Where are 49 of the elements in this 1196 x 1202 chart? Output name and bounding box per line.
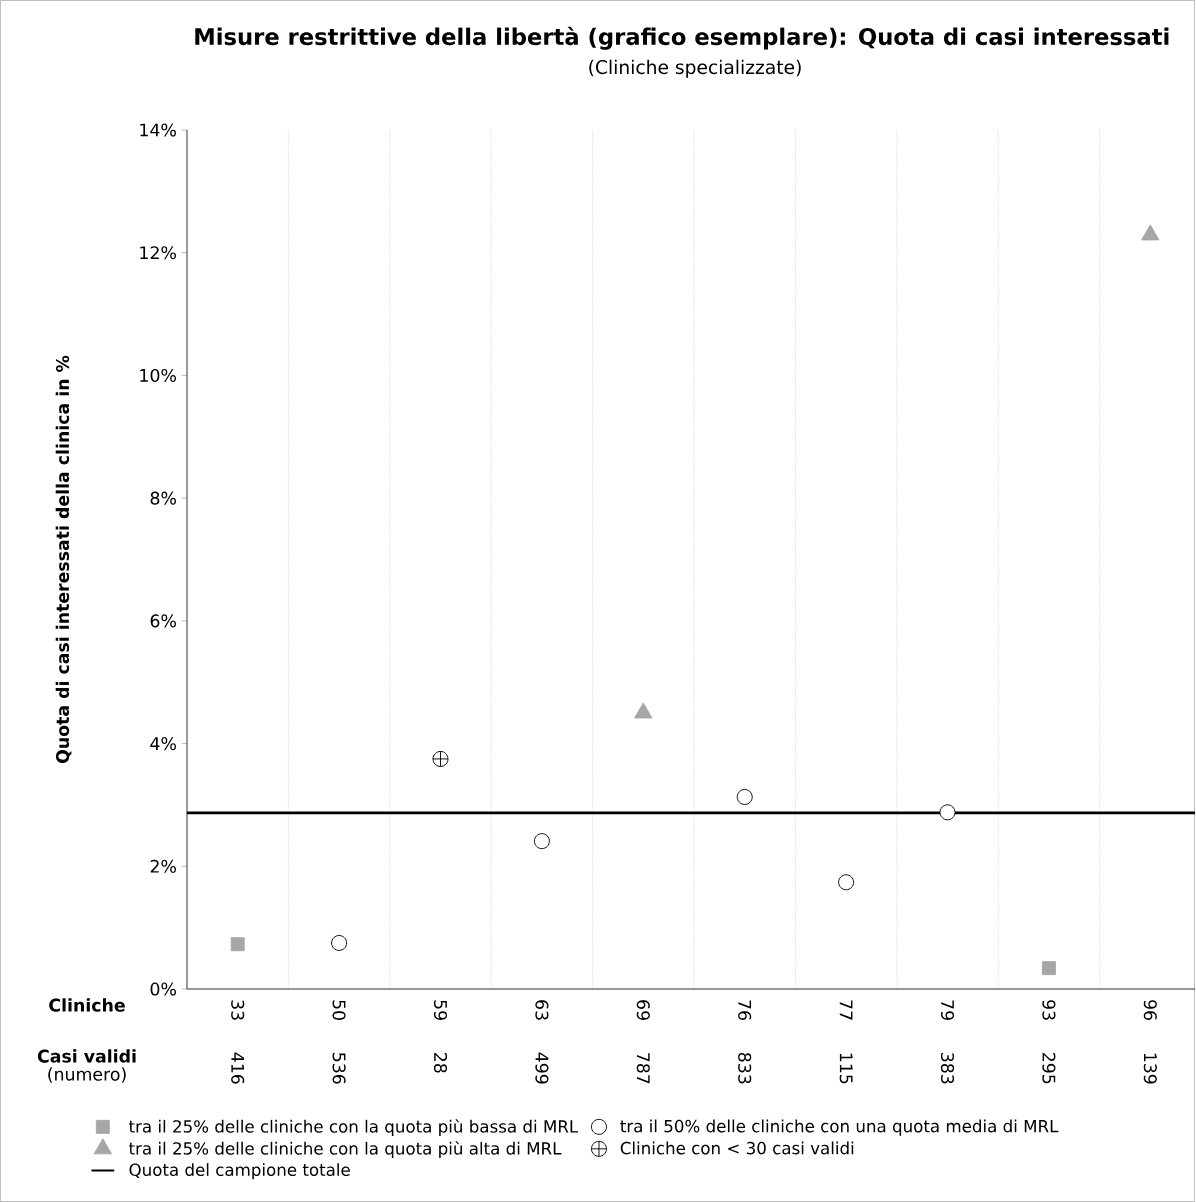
x-tick-label: 69 bbox=[636, 1000, 650, 1020]
x-tick-label: 33 bbox=[230, 1000, 245, 1020]
text: 499 bbox=[535, 1052, 549, 1084]
chart-subtitle: (Cliniche specializzate) bbox=[589, 59, 801, 78]
point bbox=[330, 935, 347, 951]
legend-label: Quota del campione totale bbox=[129, 1163, 350, 1180]
y-tick-label: 6% bbox=[150, 614, 176, 628]
point bbox=[533, 833, 550, 850]
x-tick-label: 96 bbox=[1143, 1000, 1157, 1021]
text: 28 bbox=[433, 1053, 447, 1073]
y-axis-title: Quota di casi interessati della clinica in % bbox=[55, 355, 72, 764]
point bbox=[837, 874, 854, 891]
legend-label: Cliniche con < 30 casi validi bbox=[620, 1141, 854, 1155]
text: (numero) bbox=[48, 1067, 126, 1083]
x-axis-title: Cliniche bbox=[49, 998, 125, 1012]
y-tick-label: 0% bbox=[150, 982, 176, 996]
y-tick-label: 14% bbox=[140, 123, 176, 137]
point bbox=[432, 750, 449, 767]
point bbox=[1041, 961, 1056, 976]
x-tick-label: 59 bbox=[433, 1000, 447, 1020]
x-tick-label: 79 bbox=[940, 1000, 954, 1020]
y-tick-label: 2% bbox=[150, 859, 176, 873]
legend-label: tra il 25% delle cliniche con la quota più bassa di MRL bbox=[128, 1119, 578, 1136]
point bbox=[634, 702, 653, 719]
legend-label: tra il 50% delle cliniche con una quota media di MRL bbox=[620, 1119, 1059, 1136]
text: Casi validi bbox=[37, 1049, 136, 1063]
point bbox=[736, 788, 753, 805]
y-tick-label: 8% bbox=[150, 491, 176, 505]
text: 416 bbox=[230, 1052, 245, 1084]
point bbox=[1141, 224, 1160, 241]
text: 295 bbox=[1042, 1053, 1056, 1084]
text: 139 bbox=[1143, 1053, 1157, 1084]
y-tick-label: 4% bbox=[150, 737, 176, 751]
point bbox=[230, 937, 245, 952]
x-tick-label: 77 bbox=[839, 1000, 853, 1020]
legend-label: tra il 25% delle cliniche con la quota più alta di MRL bbox=[128, 1141, 562, 1158]
x-tick-label: 50 bbox=[332, 1000, 346, 1020]
x-tick-label: 93 bbox=[1042, 1000, 1056, 1020]
y-tick-label: 10% bbox=[140, 368, 176, 382]
x-tick-label: 76 bbox=[737, 1000, 752, 1021]
point bbox=[939, 804, 956, 821]
y-tick-label: 12% bbox=[140, 246, 176, 260]
text: 383 bbox=[940, 1053, 954, 1084]
text: 536 bbox=[332, 1053, 346, 1084]
text: 787 bbox=[636, 1053, 650, 1084]
text: 833 bbox=[737, 1052, 752, 1084]
chart-title: Misure restrittive della libertà (grafico esemplare): Quota di casi interessati bbox=[195, 26, 1169, 50]
x-tick-label: 63 bbox=[535, 1000, 549, 1020]
text: 115 bbox=[839, 1053, 853, 1084]
